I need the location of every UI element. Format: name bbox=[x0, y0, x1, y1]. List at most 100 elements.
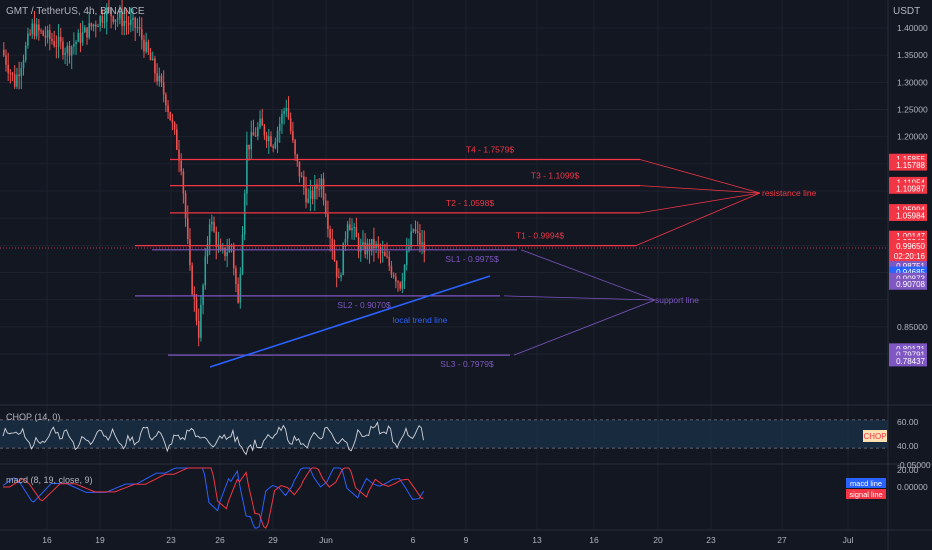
price-badge-text: 0.94685 bbox=[896, 268, 925, 277]
candle-body bbox=[405, 250, 408, 266]
candle bbox=[70, 45, 73, 70]
chop-badge-text: CHOP bbox=[863, 432, 886, 441]
candle bbox=[368, 238, 371, 264]
candle bbox=[18, 61, 20, 90]
candle-body bbox=[119, 12, 121, 19]
candle-body bbox=[64, 53, 66, 55]
candle bbox=[57, 24, 60, 59]
current-price-bg bbox=[889, 240, 927, 261]
candle bbox=[204, 248, 207, 290]
price-badge-text: 1.10987 bbox=[896, 184, 925, 193]
candle-body bbox=[189, 239, 191, 266]
candle bbox=[272, 144, 274, 153]
candle-body bbox=[171, 120, 174, 123]
candle-body bbox=[169, 112, 172, 121]
resistance-level-label: T4 - 1.7579$ bbox=[466, 144, 514, 154]
candle-body bbox=[357, 237, 360, 252]
candle bbox=[16, 67, 18, 90]
candle bbox=[55, 35, 58, 59]
candle bbox=[224, 247, 226, 261]
candle-body bbox=[55, 45, 58, 47]
candle-body bbox=[416, 231, 419, 234]
candle-body bbox=[176, 129, 178, 150]
candle-body bbox=[311, 190, 314, 200]
candle bbox=[143, 34, 145, 58]
candle-body bbox=[305, 187, 307, 203]
candle bbox=[211, 214, 213, 232]
candle-body bbox=[24, 45, 27, 61]
candle bbox=[362, 230, 364, 250]
candle bbox=[395, 272, 397, 289]
candle bbox=[151, 51, 154, 61]
candle bbox=[75, 40, 77, 55]
candle-body bbox=[79, 32, 82, 43]
candle bbox=[160, 73, 163, 88]
candle bbox=[9, 69, 12, 84]
candle bbox=[114, 19, 117, 31]
macd-title: macd (8, 19, close, 9) bbox=[6, 475, 93, 485]
candle-body bbox=[92, 24, 95, 27]
candle-body bbox=[340, 274, 342, 278]
candle bbox=[171, 113, 174, 131]
candle-body bbox=[22, 60, 25, 69]
candle bbox=[13, 65, 16, 89]
candle bbox=[180, 153, 182, 176]
candle-body bbox=[349, 224, 351, 231]
candle bbox=[20, 62, 23, 90]
candle-body bbox=[342, 242, 345, 275]
candle-body bbox=[77, 32, 80, 42]
candle bbox=[414, 220, 417, 234]
candle bbox=[318, 177, 320, 197]
price-badge-text: 0.78437 bbox=[896, 357, 925, 366]
candle bbox=[108, 0, 110, 13]
candle-body bbox=[226, 252, 228, 257]
price-badge-bg bbox=[889, 260, 927, 272]
candle-body bbox=[215, 231, 218, 247]
price-badge-bg bbox=[889, 278, 927, 290]
candle bbox=[241, 225, 244, 276]
candle-body bbox=[241, 234, 244, 274]
price-badge: 1.05984 bbox=[889, 209, 927, 221]
candle bbox=[186, 205, 189, 245]
candle-body bbox=[27, 33, 29, 46]
trend-line bbox=[209, 275, 491, 368]
candle bbox=[149, 48, 152, 61]
candle-body bbox=[401, 280, 404, 289]
candle-body bbox=[307, 198, 310, 203]
candle-body bbox=[239, 273, 242, 303]
candle-body bbox=[285, 108, 288, 111]
candle-body bbox=[362, 242, 364, 247]
candle bbox=[62, 37, 64, 60]
candle-body bbox=[84, 27, 86, 33]
candle bbox=[112, 15, 115, 25]
trend-annotation: local trend line bbox=[393, 315, 448, 325]
time-tick-label: 13 bbox=[532, 535, 542, 545]
candle-body bbox=[281, 113, 283, 124]
candle-body bbox=[261, 118, 264, 126]
candle-body bbox=[276, 130, 279, 143]
candle bbox=[340, 272, 342, 282]
support-annotation: support line bbox=[655, 295, 699, 305]
candle bbox=[397, 280, 399, 292]
price-badge-bg bbox=[889, 153, 927, 165]
time-tick-label: 23 bbox=[706, 535, 716, 545]
candle bbox=[331, 228, 334, 260]
candle bbox=[379, 243, 382, 264]
candle bbox=[191, 262, 193, 297]
candle-body bbox=[57, 36, 60, 47]
candle-body bbox=[165, 94, 167, 106]
candle bbox=[169, 111, 172, 121]
candle bbox=[313, 174, 316, 211]
candle bbox=[232, 242, 235, 276]
candle bbox=[248, 144, 250, 161]
candle-body bbox=[145, 41, 147, 52]
candle bbox=[125, 7, 128, 35]
candle-body bbox=[158, 75, 161, 82]
candle bbox=[94, 20, 97, 38]
candle-body bbox=[154, 58, 156, 74]
candle bbox=[254, 127, 257, 137]
price-badge: 0.79791 bbox=[889, 349, 927, 361]
candle bbox=[138, 16, 141, 37]
candle bbox=[31, 18, 34, 39]
